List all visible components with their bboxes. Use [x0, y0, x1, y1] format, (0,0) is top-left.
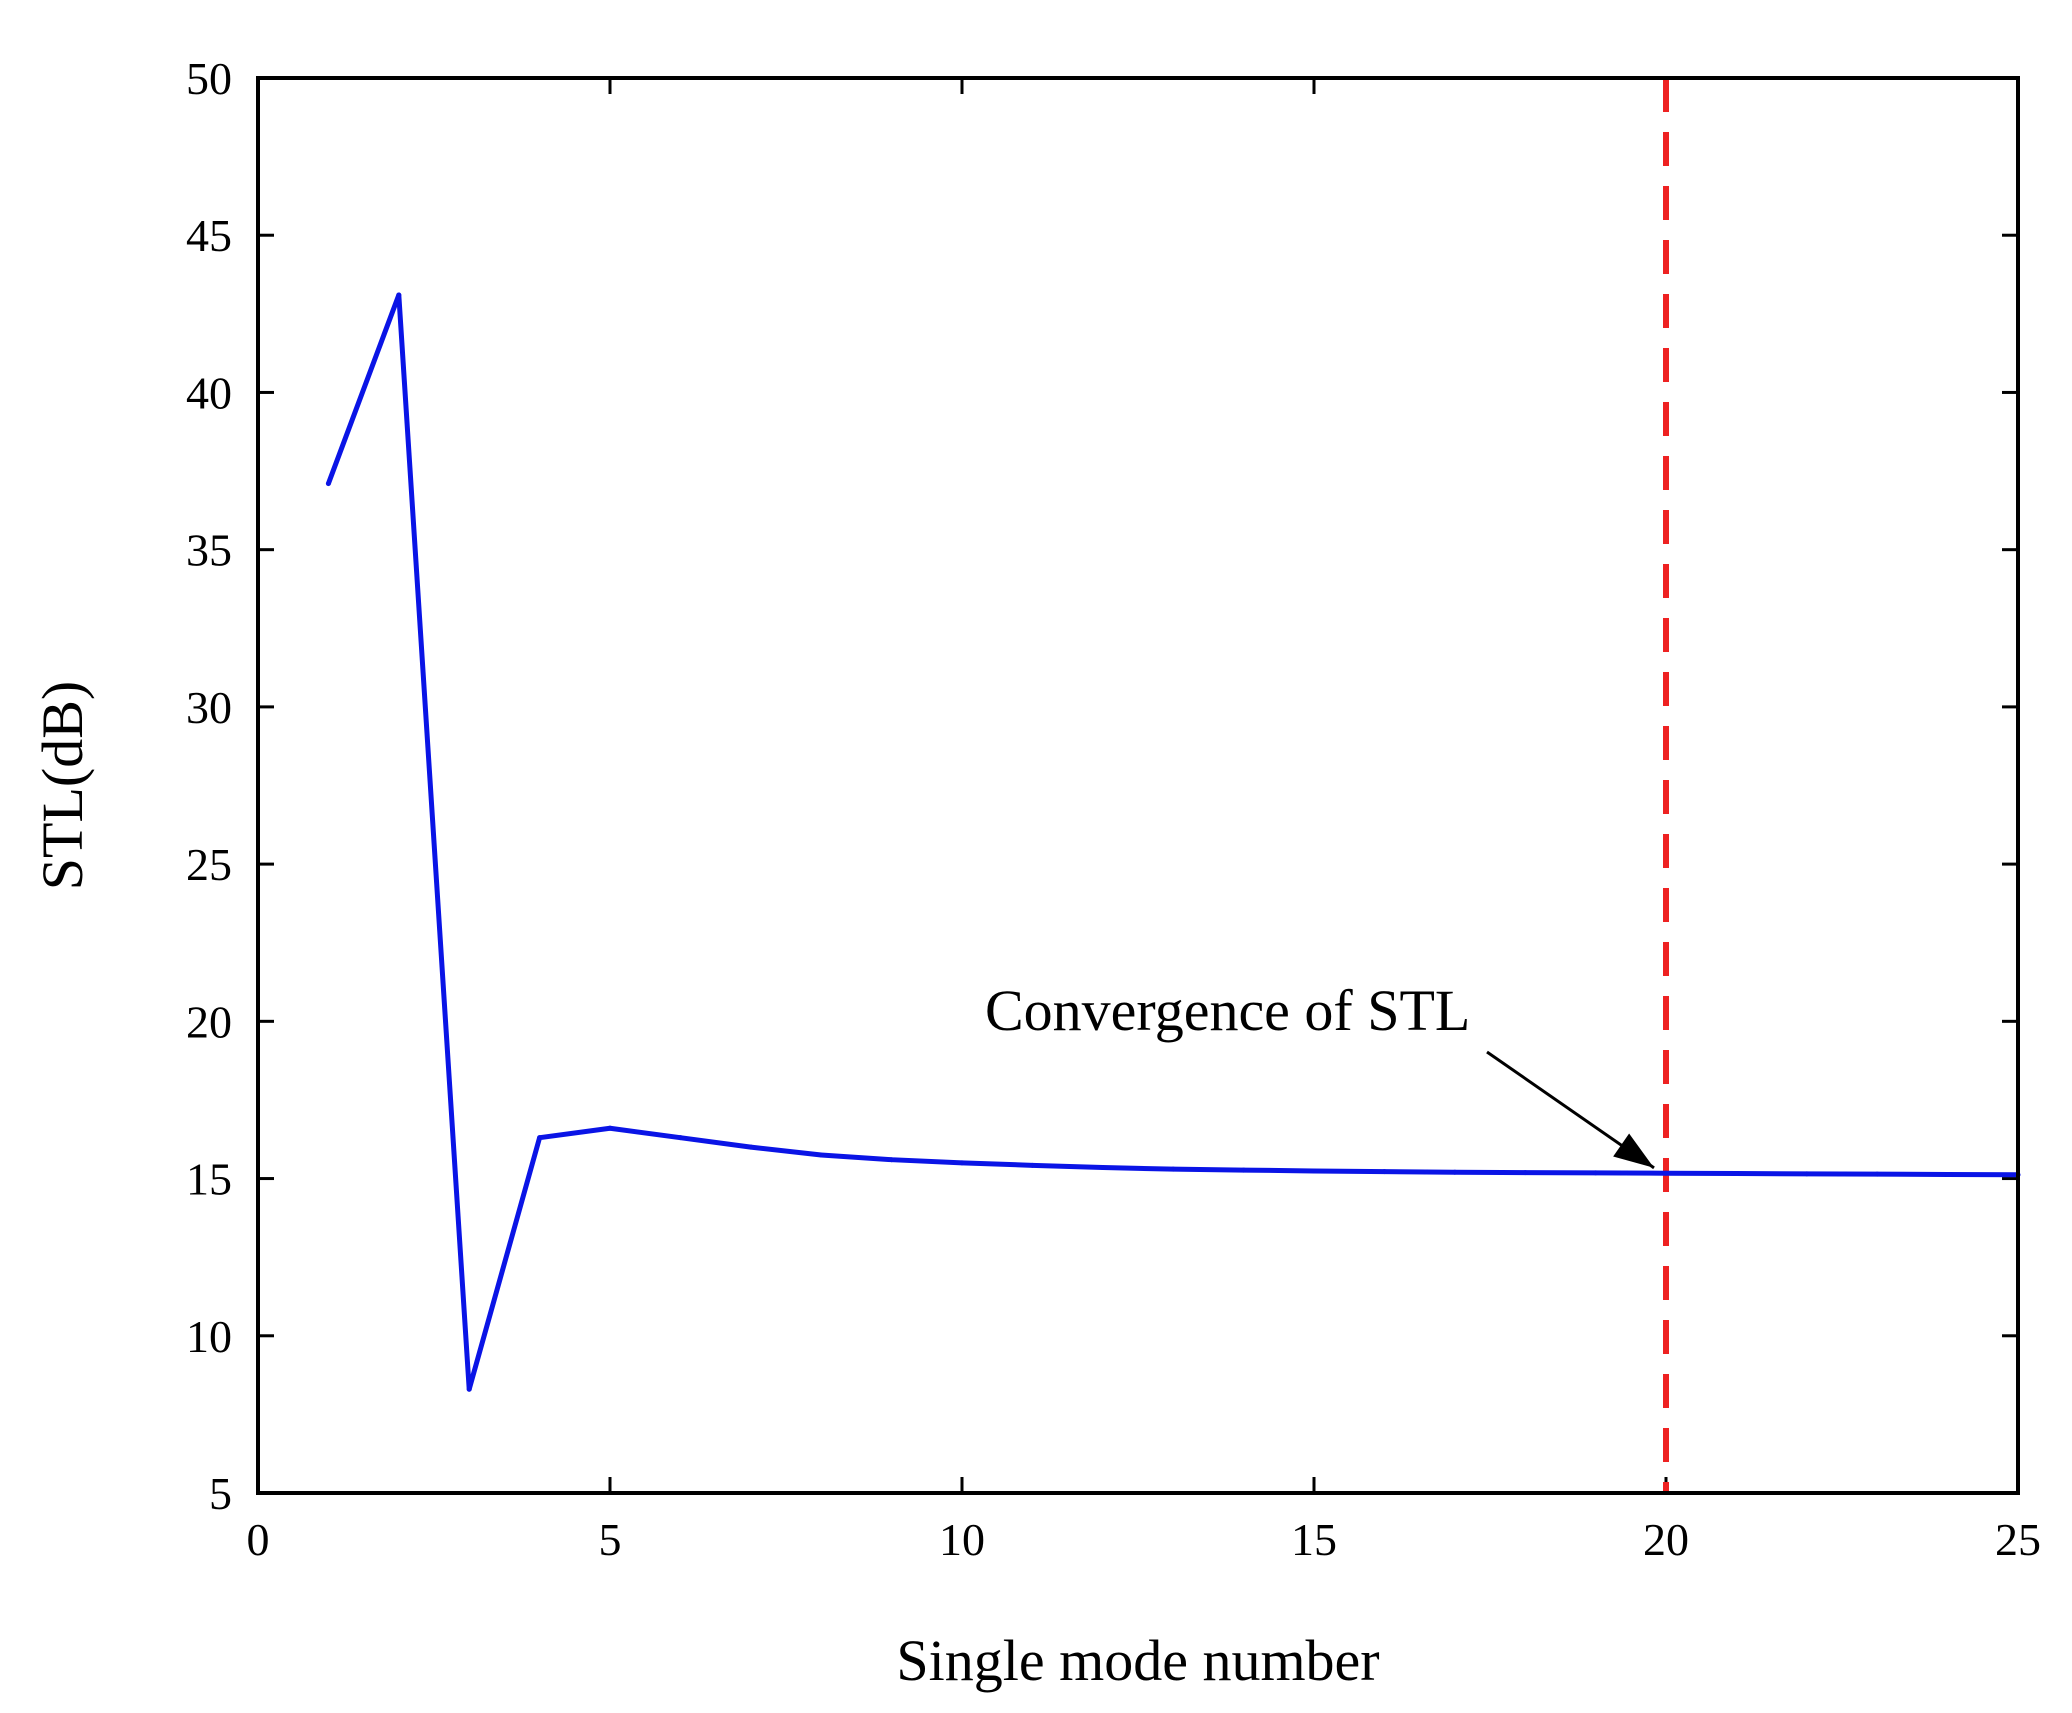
x-tick-label-10: 10 [939, 1514, 985, 1565]
y-tick-label-5: 5 [209, 1468, 232, 1519]
stl-point-18 [1522, 1170, 1528, 1176]
stl-data-points [325, 292, 2021, 1392]
x-tick-label-5: 5 [599, 1514, 622, 1565]
x-tick-label-25: 25 [1995, 1514, 2041, 1565]
stl-point-17 [1452, 1169, 1458, 1175]
stl-point-4 [537, 1135, 543, 1141]
y-tick-label-45: 45 [186, 210, 232, 261]
stl-point-1 [325, 481, 331, 487]
stl-point-21 [1733, 1171, 1739, 1177]
stl-point-22 [1804, 1171, 1810, 1177]
annotation-convergence-text: Convergence of STL [985, 978, 1470, 1043]
x-axis-label: Single mode number [896, 1628, 1379, 1693]
stl-point-23 [1874, 1171, 1880, 1177]
stl-point-5 [607, 1125, 613, 1131]
annotation-arrowhead [1613, 1133, 1654, 1168]
stl-point-13 [1170, 1166, 1176, 1172]
stl-point-9 [889, 1157, 895, 1163]
stl-point-8 [818, 1152, 824, 1158]
stl-point-15 [1311, 1168, 1317, 1174]
y-tick-label-50: 50 [186, 53, 232, 104]
stl-point-7 [748, 1144, 754, 1150]
plot-frame [256, 76, 2020, 1495]
stl-point-24 [1945, 1171, 1951, 1177]
y-tick-label-20: 20 [186, 996, 232, 1047]
y-tick-labels: 5 10 15 20 25 30 35 40 45 50 [186, 53, 232, 1519]
y-tick-label-25: 25 [186, 839, 232, 890]
stl-point-14 [1241, 1167, 1247, 1173]
stl-point-16 [1381, 1169, 1387, 1175]
x-tick-label-0: 0 [247, 1514, 270, 1565]
axis-ticks [256, 76, 2020, 1495]
x-tick-labels: 0 5 10 15 20 25 [247, 1514, 2042, 1565]
stl-series-line [326, 292, 2019, 1392]
stl-point-2 [396, 292, 402, 298]
stl-point-12 [1100, 1165, 1106, 1171]
y-tick-label-30: 30 [186, 682, 232, 733]
stl-point-20 [1663, 1170, 1669, 1176]
stl-point-10 [959, 1160, 965, 1166]
y-tick-label-10: 10 [186, 1311, 232, 1362]
y-tick-label-40: 40 [186, 367, 232, 418]
y-tick-label-15: 15 [186, 1154, 232, 1205]
x-tick-label-20: 20 [1643, 1514, 1689, 1565]
y-axis-label: STL(dB) [30, 681, 95, 890]
stl-point-3 [466, 1386, 472, 1392]
x-tick-label-15: 15 [1291, 1514, 1337, 1565]
stl-point-11 [1029, 1162, 1035, 1168]
y-tick-label-35: 35 [186, 525, 232, 576]
stl-point-19 [1593, 1170, 1599, 1176]
stl-point-6 [677, 1135, 683, 1141]
